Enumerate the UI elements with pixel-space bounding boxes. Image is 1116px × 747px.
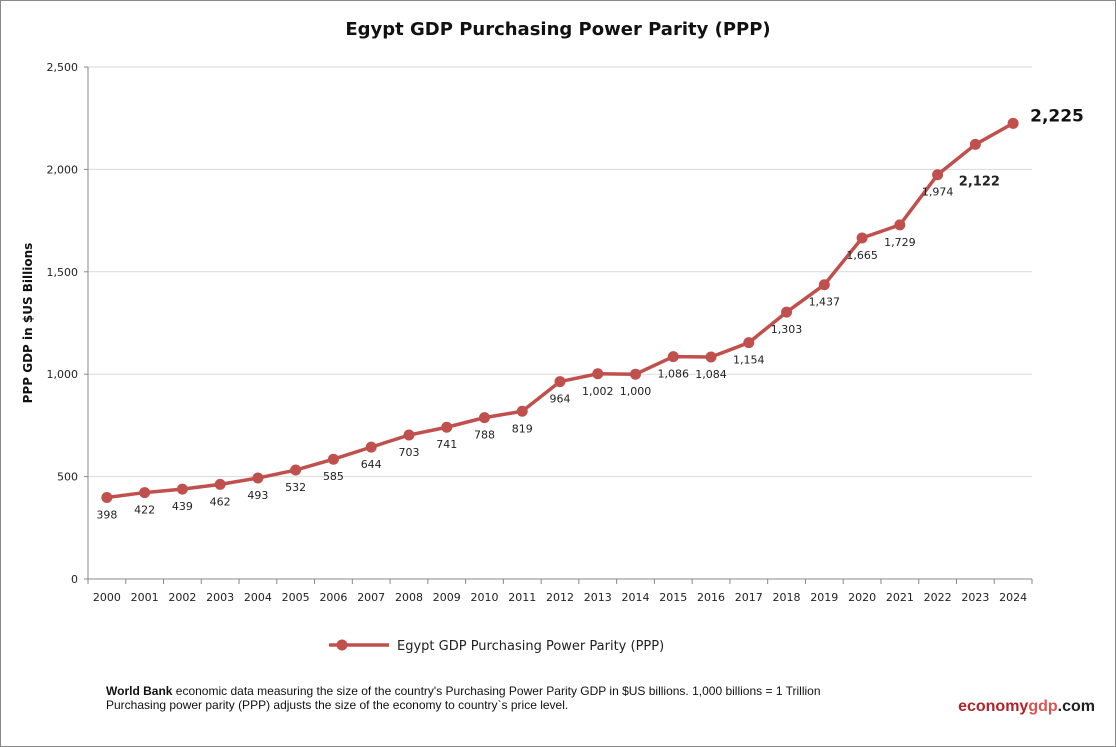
data-point bbox=[894, 219, 906, 231]
data-point bbox=[101, 491, 113, 503]
x-tick-label: 2021 bbox=[886, 591, 914, 604]
data-label: 2,225 bbox=[1030, 106, 1084, 126]
data-label: 964 bbox=[550, 393, 571, 406]
data-point bbox=[214, 478, 226, 490]
data-point bbox=[176, 483, 188, 495]
data-label: 585 bbox=[323, 470, 344, 483]
data-label: 1,002 bbox=[582, 385, 614, 398]
data-point bbox=[781, 306, 793, 318]
y-axis-label: PPP GDP in $US Billions bbox=[21, 243, 35, 404]
brand-part3: .com bbox=[1057, 698, 1095, 715]
data-point bbox=[856, 232, 868, 244]
legend-label: Egypt GDP Purchasing Power Parity (PPP) bbox=[397, 639, 664, 654]
x-tick-label: 2002 bbox=[168, 591, 196, 604]
x-tick-label: 2017 bbox=[735, 591, 763, 604]
source-name: World Bank bbox=[106, 684, 173, 698]
data-label: 703 bbox=[398, 446, 419, 459]
x-tick-label: 2006 bbox=[319, 591, 347, 604]
data-label: 1,086 bbox=[658, 368, 690, 381]
data-point bbox=[478, 412, 490, 424]
x-tick-label: 2011 bbox=[508, 591, 536, 604]
y-tick-label: 2,500 bbox=[47, 61, 79, 74]
data-point bbox=[327, 453, 339, 465]
data-label: 1,665 bbox=[846, 249, 878, 262]
data-point bbox=[516, 405, 528, 417]
footer-line1: economic data measuring the size of the … bbox=[172, 684, 821, 698]
data-label: 788 bbox=[474, 429, 495, 442]
x-tick-label: 2004 bbox=[244, 591, 272, 604]
data-point bbox=[403, 429, 415, 441]
data-point bbox=[667, 351, 679, 363]
data-point bbox=[252, 472, 264, 484]
x-tick-label: 2000 bbox=[93, 591, 121, 604]
data-label: 1,974 bbox=[922, 186, 954, 199]
data-point bbox=[290, 464, 302, 476]
data-label: 819 bbox=[512, 422, 533, 435]
x-tick-label: 2015 bbox=[659, 591, 687, 604]
data-label: 398 bbox=[96, 508, 117, 521]
x-tick-label: 2014 bbox=[622, 591, 650, 604]
data-point bbox=[365, 441, 377, 453]
data-point bbox=[743, 337, 755, 349]
x-tick-label: 2018 bbox=[773, 591, 801, 604]
data-point bbox=[592, 368, 604, 380]
brand-part1: economy bbox=[958, 698, 1029, 715]
chart-title: Egypt GDP Purchasing Power Parity (PPP) bbox=[345, 19, 770, 40]
data-label: 1,000 bbox=[620, 385, 652, 398]
data-label: 644 bbox=[361, 458, 382, 471]
footer-line2: Purchasing power parity (PPP) adjusts th… bbox=[106, 698, 569, 712]
data-point bbox=[818, 279, 830, 291]
data-label: 2,122 bbox=[959, 174, 1000, 189]
y-tick-label: 0 bbox=[71, 573, 78, 586]
x-tick-label: 2020 bbox=[848, 591, 876, 604]
x-tick-label: 2019 bbox=[810, 591, 838, 604]
x-tick-label: 2007 bbox=[357, 591, 385, 604]
data-label: 1,729 bbox=[884, 236, 916, 249]
footer-note: World Bank economic data measuring the s… bbox=[106, 684, 821, 712]
x-tick-label: 2022 bbox=[924, 591, 952, 604]
x-tick-label: 2023 bbox=[961, 591, 989, 604]
data-point bbox=[441, 421, 453, 433]
data-point bbox=[554, 376, 566, 388]
data-point bbox=[705, 351, 717, 363]
x-tick-label: 2003 bbox=[206, 591, 234, 604]
y-tick-label: 1,000 bbox=[47, 368, 79, 381]
x-tick-label: 2016 bbox=[697, 591, 725, 604]
y-tick-label: 2,000 bbox=[47, 163, 79, 176]
data-point bbox=[139, 487, 151, 499]
data-point bbox=[1007, 117, 1019, 129]
x-tick-label: 2009 bbox=[433, 591, 461, 604]
y-tick-label: 1,500 bbox=[47, 266, 79, 279]
x-tick-label: 2008 bbox=[395, 591, 423, 604]
data-label: 422 bbox=[134, 504, 155, 517]
x-tick-label: 2001 bbox=[131, 591, 159, 604]
x-tick-label: 2024 bbox=[999, 591, 1027, 604]
x-tick-label: 2010 bbox=[470, 591, 498, 604]
data-label: 741 bbox=[436, 438, 457, 451]
data-point bbox=[969, 138, 981, 150]
legend-marker bbox=[336, 639, 348, 651]
x-tick-label: 2005 bbox=[282, 591, 310, 604]
data-label: 439 bbox=[172, 500, 193, 513]
data-label: 462 bbox=[210, 495, 231, 508]
data-label: 1,303 bbox=[771, 323, 803, 336]
data-label: 1,154 bbox=[733, 354, 765, 367]
series-line bbox=[106, 121, 1014, 500]
data-label: 1,084 bbox=[695, 368, 727, 381]
data-label: 1,437 bbox=[809, 296, 841, 309]
data-point bbox=[932, 169, 944, 181]
y-tick-label: 500 bbox=[57, 471, 78, 484]
brand-logo: economygdp.com bbox=[958, 698, 1095, 716]
x-tick-label: 2013 bbox=[584, 591, 612, 604]
data-label: 493 bbox=[247, 489, 268, 502]
data-label: 532 bbox=[285, 481, 306, 494]
data-point bbox=[630, 368, 642, 380]
brand-part2: gdp bbox=[1028, 698, 1058, 715]
x-tick-label: 2012 bbox=[546, 591, 574, 604]
